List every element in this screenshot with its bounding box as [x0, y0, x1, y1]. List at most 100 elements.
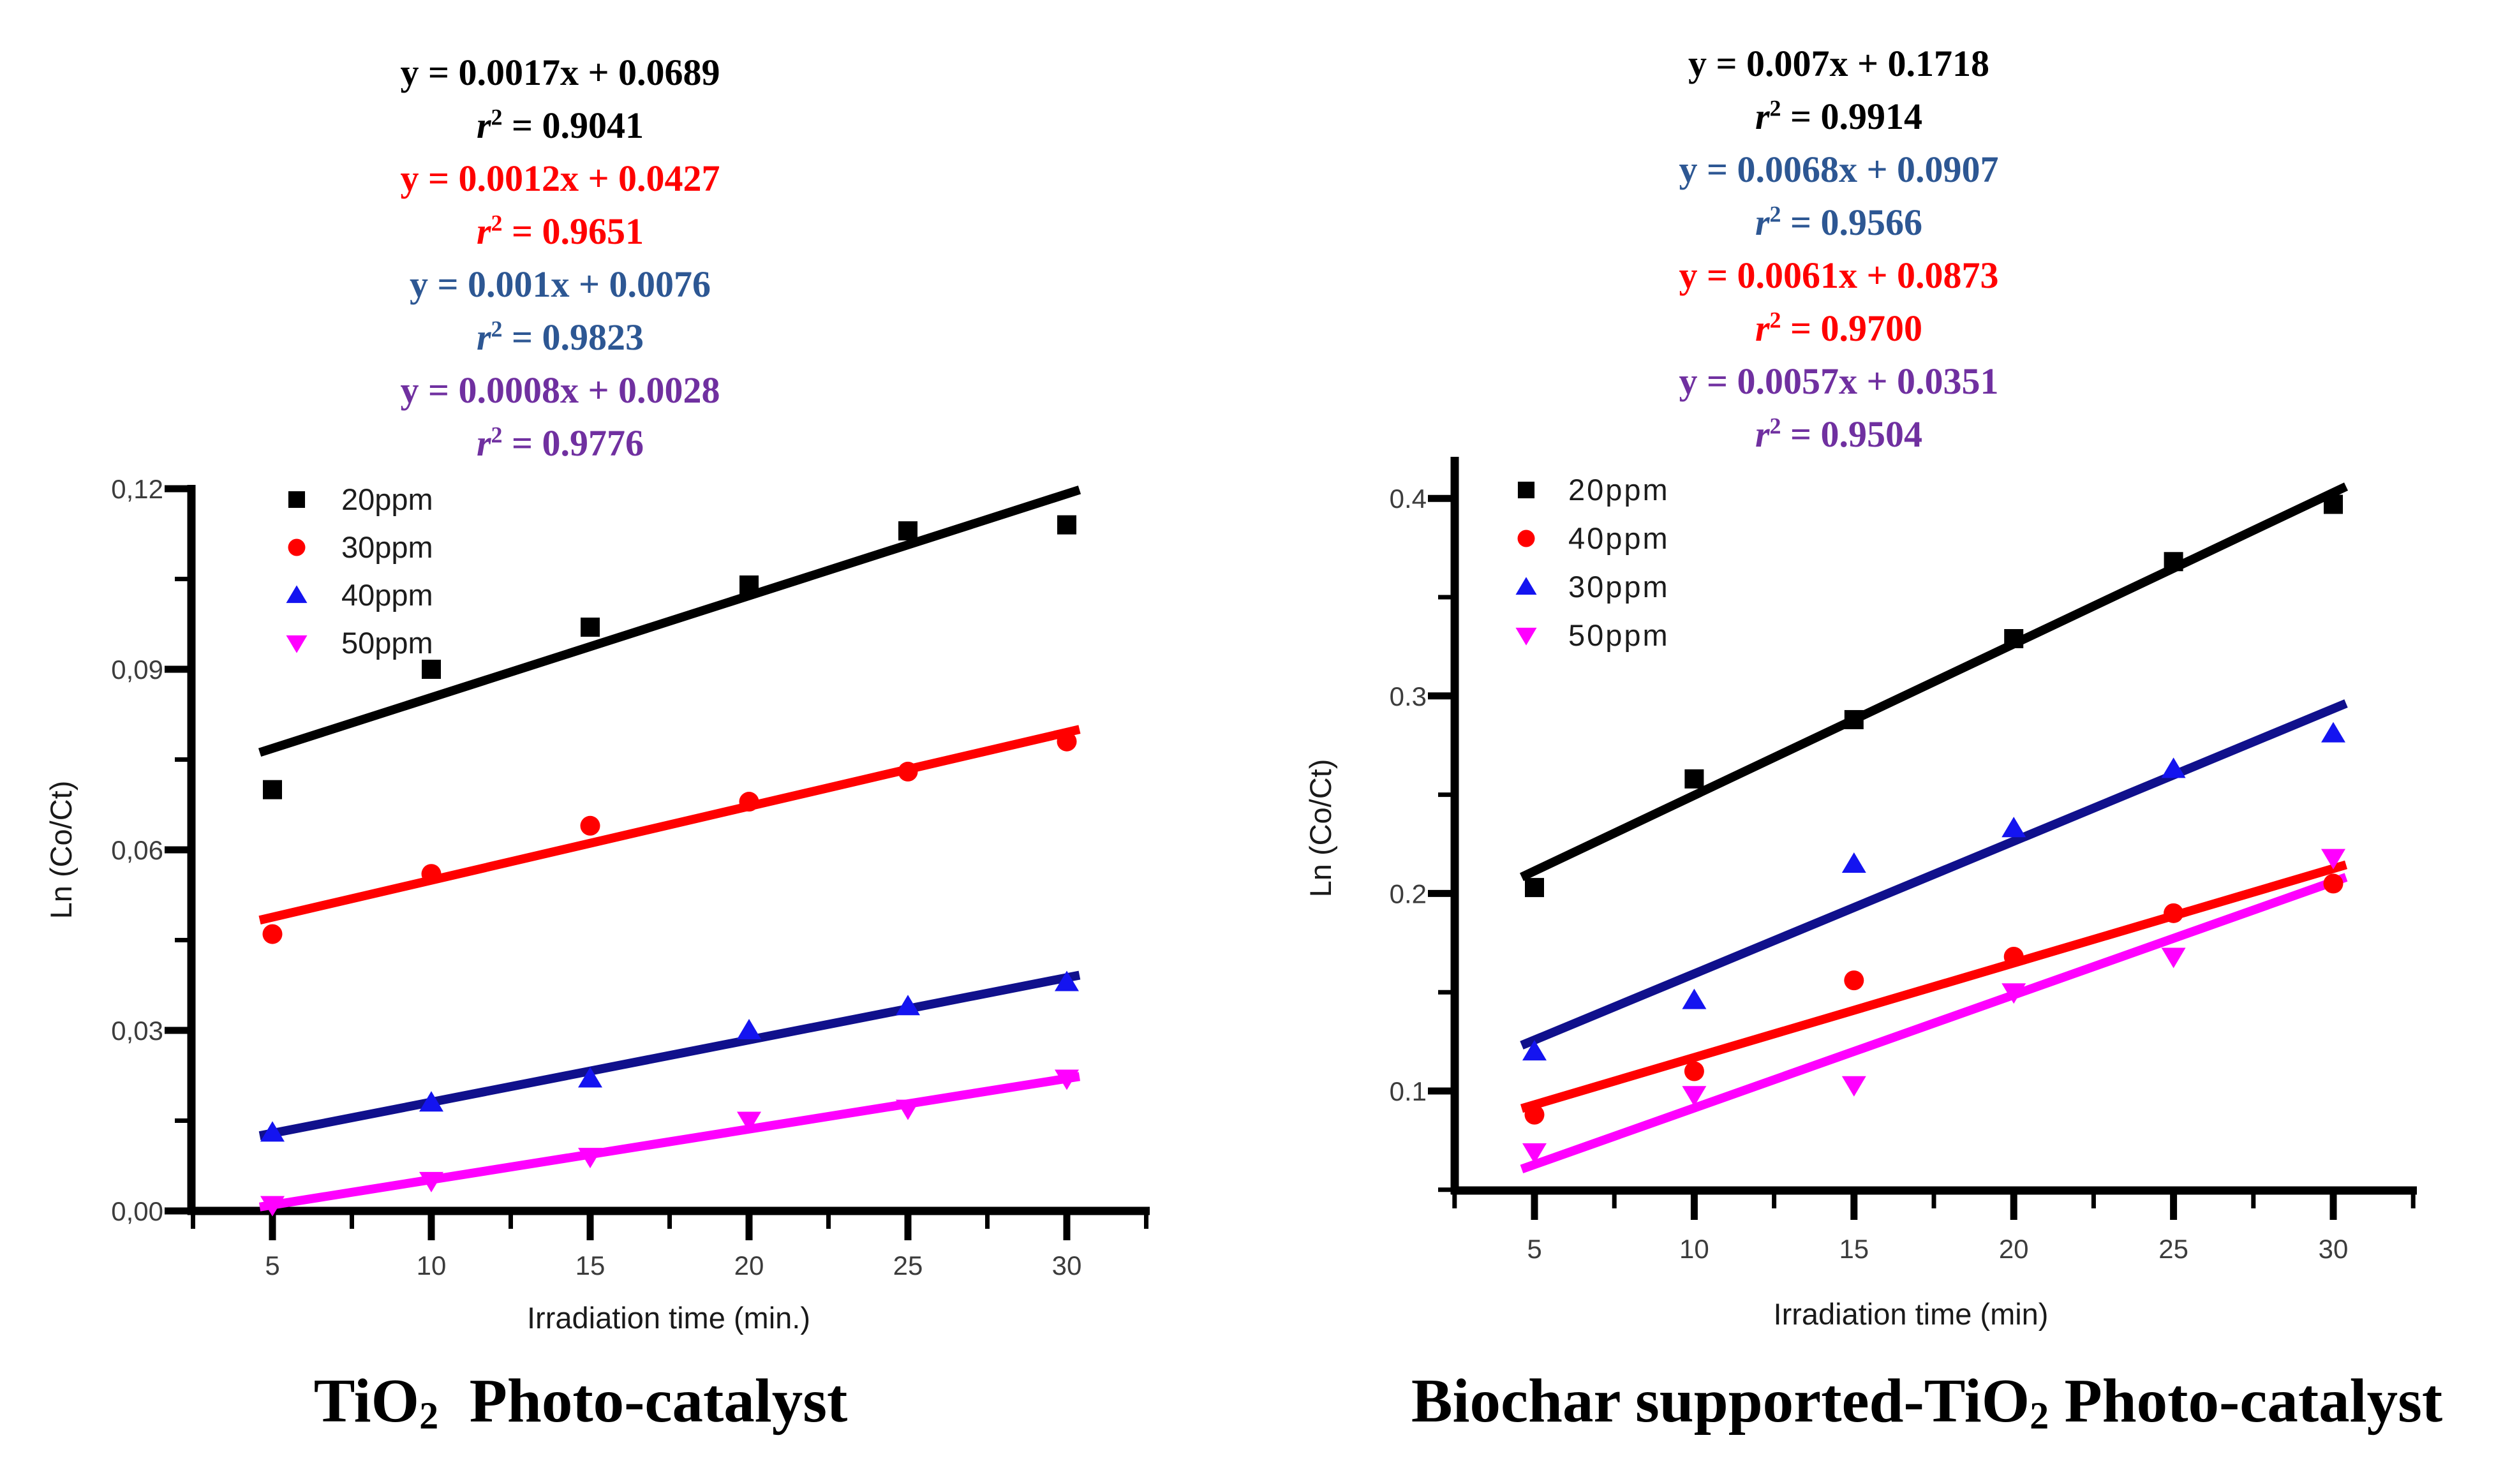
fit-equation-text: y = 0.001x + 0.0076	[409, 263, 711, 305]
left-y-tick-label: 0,00	[111, 1196, 163, 1226]
right-point-50ppm	[1841, 1076, 1866, 1097]
left-point-50ppm	[578, 1148, 602, 1169]
right-legend-label-50ppm: 50ppm	[1568, 618, 1670, 652]
right-x-tick-label: 25	[2158, 1234, 2188, 1264]
right-legend-marker-40ppm	[1517, 530, 1535, 547]
fit-equation-text: y = 0.0068x + 0.0907	[1679, 149, 1999, 190]
left-legend-marker-40ppm	[286, 585, 308, 604]
right-point-40ppm	[2003, 946, 2024, 967]
right-point-40ppm	[1524, 1104, 1545, 1125]
left-legend-marker-30ppm	[288, 538, 306, 556]
right-y-ticks	[1428, 494, 1451, 1192]
fit-equation-text: y = 0.0061x + 0.0873	[1679, 255, 1999, 296]
right-point-20ppm	[2164, 552, 2183, 572]
right-point-20ppm	[2004, 629, 2024, 649]
r-squared-text: r2 = 0.9041	[476, 104, 644, 146]
left-x-axis-title: Irradiation time (min.)	[527, 1301, 810, 1335]
left-point-40ppm	[737, 1019, 761, 1040]
left-point-50ppm	[737, 1111, 761, 1132]
right-legend-label-40ppm: 40ppm	[1568, 521, 1670, 555]
left-y-tick-label: 0,06	[111, 835, 163, 865]
left-x-ticks	[191, 1215, 1148, 1240]
left-legend-marker-50ppm	[286, 635, 308, 653]
left-point-30ppm	[421, 864, 442, 884]
right-x-tick-label: 20	[1999, 1234, 2029, 1264]
left-point-20ppm	[581, 617, 600, 637]
left-point-20ppm	[1057, 515, 1076, 535]
fit-equation-text: y = 0.0008x + 0.0028	[400, 369, 720, 411]
left-point-40ppm	[1055, 970, 1079, 991]
right-point-30ppm	[1682, 988, 1707, 1009]
left-point-30ppm	[262, 924, 283, 944]
left-point-30ppm	[898, 761, 918, 782]
left-x-tick-label: 15	[576, 1250, 605, 1280]
right-y-tick-label: 0.2	[1390, 879, 1427, 909]
left-point-30ppm	[1057, 731, 1077, 752]
left-chart-axes	[187, 485, 1150, 1215]
right-legend-marker-20ppm	[1517, 481, 1535, 499]
right-trend-lines	[1519, 482, 2349, 1173]
right-x-axis-title: Irradiation time (min)	[1774, 1297, 2049, 1331]
right-point-40ppm	[1684, 1061, 1704, 1081]
r-squared-text: r2 = 0.9776	[476, 422, 644, 464]
right-point-30ppm	[2002, 817, 2026, 838]
left-y-ticks	[165, 485, 188, 1215]
left-trend-line-20ppm	[258, 486, 1081, 757]
right-x-tick-label: 30	[2319, 1234, 2349, 1264]
right-x-ticks	[1452, 1194, 2416, 1220]
left-point-30ppm	[580, 815, 600, 836]
r-squared-text: r2 = 0.9651	[476, 210, 644, 252]
left-legend-label-20ppm: 20ppm	[341, 482, 433, 516]
r-squared-text: r2 = 0.9504	[1755, 413, 1923, 455]
left-point-50ppm	[419, 1171, 443, 1192]
left-chart: 0,00 0,03 0,06 0,09 0,12 5 10 15 20 25 30 Irradiati…	[44, 474, 1150, 1335]
left-point-30ppm	[739, 792, 759, 812]
left-legend-label-40ppm: 40ppm	[341, 578, 433, 612]
right-y-tick-label: 0.1	[1390, 1076, 1427, 1106]
r-squared-text: r2 = 0.9566	[1755, 201, 1923, 243]
right-point-50ppm	[2321, 849, 2345, 870]
left-point-50ppm	[260, 1196, 285, 1217]
left-legend-label-30ppm: 30ppm	[341, 530, 433, 564]
right-point-40ppm	[2164, 903, 2184, 923]
right-point-50ppm	[1522, 1143, 1547, 1164]
right-legend-label-20ppm: 20ppm	[1568, 473, 1670, 507]
left-equation-block: y = 0.0017x + 0.0689 r2 = 0.9041 y = 0.001…	[305, 46, 815, 470]
left-point-20ppm	[422, 660, 441, 679]
right-point-30ppm	[1841, 852, 1866, 873]
left-point-20ppm	[898, 521, 917, 541]
left-trend-lines	[258, 486, 1081, 1212]
right-equation-block: y = 0.007x + 0.1718 r2 = 0.9914 y = 0.0068…	[1584, 37, 2094, 461]
left-legend-marker-20ppm	[288, 491, 306, 508]
left-point-40ppm	[419, 1091, 443, 1112]
left-x-tick-label: 20	[734, 1250, 764, 1280]
right-trend-line-40ppm	[1520, 860, 2348, 1113]
left-point-50ppm	[1055, 1069, 1079, 1090]
fit-equation-text: y = 0.0012x + 0.0427	[400, 158, 720, 199]
right-legend-label-30ppm: 30ppm	[1568, 570, 1670, 604]
left-title-post: Photo-catalyst	[438, 1367, 848, 1435]
right-legend-marker-30ppm	[1515, 577, 1537, 595]
right-y-tick-label: 0.4	[1390, 484, 1427, 514]
left-point-40ppm	[896, 995, 920, 1016]
fit-equation-text: y = 0.0057x + 0.0351	[1679, 360, 1999, 402]
left-point-40ppm	[578, 1067, 602, 1088]
right-title-pre: Biochar supported-TiO	[1411, 1367, 2030, 1435]
left-y-axis-title: Ln (Co/Ct)	[44, 781, 78, 919]
right-point-30ppm	[1522, 1040, 1547, 1061]
right-x-tick-label: 5	[1527, 1234, 1541, 1264]
left-y-tick-label: 0,09	[111, 655, 163, 685]
r-squared-text: r2 = 0.9700	[1755, 307, 1923, 349]
right-chart: 0.1 0.2 0.3 0.4 5 10 15 20 25 30 Irradiation time …	[1303, 457, 2417, 1331]
left-point-20ppm	[263, 780, 282, 799]
left-point-20ppm	[739, 575, 759, 595]
left-trend-line-50ppm	[258, 1072, 1081, 1212]
right-chart-axes	[1450, 457, 2417, 1195]
left-panel-title: TiO2 Photo-catalyst	[198, 1365, 963, 1436]
right-panel-title: Biochar supported-TiO2 Photo-catalyst	[1365, 1365, 2488, 1436]
right-point-40ppm	[2323, 873, 2343, 894]
right-legend-marker-50ppm	[1515, 627, 1537, 646]
r-squared-text: r2 = 0.9823	[476, 316, 644, 358]
